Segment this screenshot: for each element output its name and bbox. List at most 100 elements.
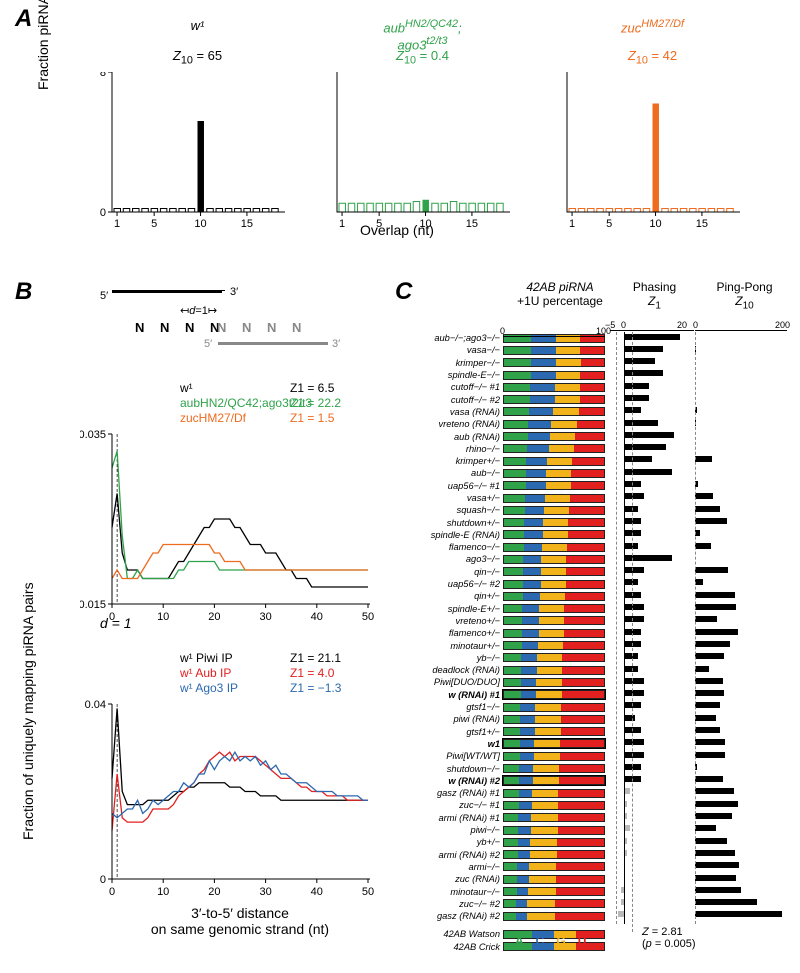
b-5p: 5′ xyxy=(100,290,108,302)
table-row: rhino−/− xyxy=(390,443,795,455)
panel-a-ylabel: Fraction piRNA pairs xyxy=(35,0,51,90)
svg-text:0: 0 xyxy=(100,874,106,886)
table-row: spindle-E+/− xyxy=(390,603,795,615)
svg-text:10: 10 xyxy=(157,611,169,623)
panel-a-chart-2: aubHN2/QC42;ago3t2/t3Z10 = 0.4151015 xyxy=(325,40,520,220)
table-row: 42AB Watson xyxy=(390,928,795,940)
table-row: qin+/− xyxy=(390,590,795,602)
panel-a-chart-3: zucHM27/DfZ10 = 42151015 xyxy=(555,40,750,220)
panel-c-table: 0 100 −5 0 20 0 200 aub−/−;ago3−/−vasa−/… xyxy=(390,320,795,953)
table-row: zuc−/− #2 xyxy=(390,898,795,910)
svg-text:10: 10 xyxy=(649,218,661,230)
table-row: zuc (RNAi) xyxy=(390,873,795,885)
svg-text:50: 50 xyxy=(362,611,374,623)
svg-text:5: 5 xyxy=(376,218,382,230)
panel-c: 42AB piRNA+1U percentage PhasingZ1 Ping-… xyxy=(390,280,800,960)
table-row: armi (RNAi) #1 xyxy=(390,812,795,824)
panel-b-ylabel: Fraction of uniquely mapping piRNA pairs xyxy=(20,582,36,840)
table-row: vasa−/− xyxy=(390,344,795,356)
svg-text:Z1 = 22.2: Z1 = 22.2 xyxy=(290,396,341,410)
svg-text:1: 1 xyxy=(339,218,345,230)
table-row: yb−/− xyxy=(390,652,795,664)
svg-text:0.015: 0.015 xyxy=(80,599,106,611)
table-row: qin−/− xyxy=(390,566,795,578)
table-row: cutoff−/− #2 xyxy=(390,393,795,405)
svg-text:w¹ Piwi IP: w¹ Piwi IP xyxy=(179,651,233,665)
panel-a-chart-1: w¹Z10 = 6500.8151015 xyxy=(100,40,295,220)
table-row: piwi−/− xyxy=(390,824,795,836)
svg-text:zucHM27/Df: zucHM27/Df xyxy=(180,411,247,425)
svg-text:Z1 = 1.5: Z1 = 1.5 xyxy=(290,411,335,425)
table-row: vreteno+/− xyxy=(390,615,795,627)
svg-text:5: 5 xyxy=(606,218,612,230)
table-row: armi (RNAi) #2 xyxy=(390,848,795,860)
b-5p-2: 5′ xyxy=(204,338,212,350)
svg-text:0.035: 0.035 xyxy=(80,429,106,441)
svg-text:15: 15 xyxy=(241,218,253,230)
table-row: w (RNAi) #1 xyxy=(390,689,795,701)
table-row: aub−/− xyxy=(390,467,795,479)
b-seqbot: N N N N xyxy=(217,320,307,335)
svg-text:w¹: w¹ xyxy=(179,381,193,395)
svg-text:Z1 = 21.1: Z1 = 21.1 xyxy=(290,651,341,665)
table-row: flamenco+/− xyxy=(390,627,795,639)
table-row: yb+/− xyxy=(390,836,795,848)
table-row: minotaur−/− xyxy=(390,885,795,897)
table-row: gasz (RNAi) #2 xyxy=(390,910,795,922)
table-row: ago3−/− xyxy=(390,553,795,565)
table-row: spindle-E−/− xyxy=(390,369,795,381)
panel-b-xlabel: 3′-to-5′ distanceon same genomic strand … xyxy=(110,905,370,937)
svg-text:0: 0 xyxy=(109,886,115,898)
svg-text:0.04: 0.04 xyxy=(85,699,106,711)
table-row: piwi (RNAi) xyxy=(390,713,795,725)
svg-text:30: 30 xyxy=(259,611,271,623)
table-row: w1 xyxy=(390,738,795,750)
b-3p-2: 3′ xyxy=(332,338,340,350)
table-row: Piwi[DUO/DUO] xyxy=(390,676,795,688)
svg-text:1: 1 xyxy=(114,218,120,230)
panel-b-chart-bot: w¹ Piwi IPZ1 = 21.1w¹ Aub IPZ1 = 4.0w¹ A… xyxy=(80,650,380,885)
table-row: gasz (RNAi) #1 xyxy=(390,787,795,799)
svg-text:15: 15 xyxy=(696,218,708,230)
svg-text:10: 10 xyxy=(419,218,431,230)
b-seqtop: N N N N xyxy=(135,320,225,335)
table-row: krimper+/− xyxy=(390,455,795,467)
svg-text:50: 50 xyxy=(362,886,374,898)
svg-text:20: 20 xyxy=(208,886,220,898)
svg-text:10: 10 xyxy=(157,886,169,898)
svg-text:Z1 = 6.5: Z1 = 6.5 xyxy=(290,381,335,395)
svg-text:10: 10 xyxy=(194,218,206,230)
table-row: uap56−/− #1 xyxy=(390,480,795,492)
table-row: w (RNAi) #2 xyxy=(390,775,795,787)
table-row: vreteno (RNAi) xyxy=(390,418,795,430)
table-row: aub−/−;ago3−/− xyxy=(390,332,795,344)
table-row: Piwi[WT/WT] xyxy=(390,750,795,762)
table-row: aub (RNAi) xyxy=(390,430,795,442)
table-row: minotaur+/− xyxy=(390,639,795,651)
table-row: shutdown+/− xyxy=(390,516,795,528)
svg-text:1: 1 xyxy=(569,218,575,230)
svg-text:0: 0 xyxy=(109,611,115,623)
svg-text:20: 20 xyxy=(208,611,220,623)
svg-text:30: 30 xyxy=(259,886,271,898)
table-row: shutdown−/− xyxy=(390,762,795,774)
panel-c-footnote: Z = 2.81(p = 0.005) xyxy=(642,926,696,950)
panel-a: Fraction piRNA pairs Overlap (nt) w¹Z10 … xyxy=(0,10,800,260)
table-row: vasa (RNAi) xyxy=(390,406,795,418)
table-row: gtsf1+/− xyxy=(390,726,795,738)
table-row: armi−/− xyxy=(390,861,795,873)
svg-text:40: 40 xyxy=(311,611,323,623)
panel-c-legend: ACGU xyxy=(515,934,586,948)
table-row: krimper−/− xyxy=(390,357,795,369)
table-row: zuc−/− #1 xyxy=(390,799,795,811)
b-3p: 3′ xyxy=(230,286,238,298)
table-row: gtsf1−/− xyxy=(390,701,795,713)
table-row: deadlock (RNAi) xyxy=(390,664,795,676)
svg-text:Z1 = 4.0: Z1 = 4.0 xyxy=(290,666,335,680)
panel-b: 5′ 3′ ↤d=1↦ N N N N N N N N 5′ 3′ Fracti… xyxy=(0,280,385,960)
table-row: cutoff−/− #1 xyxy=(390,381,795,393)
table-row: 42AB Crick xyxy=(390,941,795,953)
svg-text:40: 40 xyxy=(311,886,323,898)
svg-text:0.8: 0.8 xyxy=(100,72,106,79)
svg-text:5: 5 xyxy=(151,218,157,230)
